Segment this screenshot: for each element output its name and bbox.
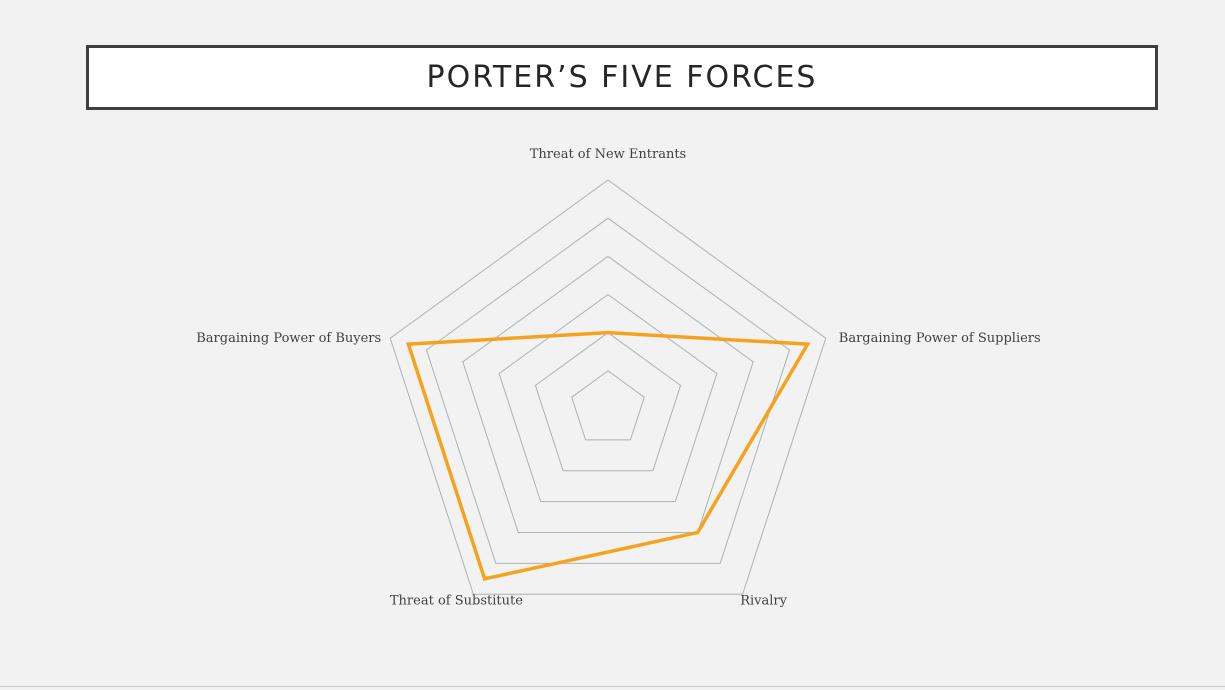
grid-ring [571,370,645,441]
grid-ring [389,179,827,595]
axis-label: Threat of New Entrants [530,147,686,162]
grid-ring [498,293,718,503]
axis-label: Bargaining Power of Buyers [196,331,381,346]
series-line [405,330,811,581]
title-box: PORTER’S FIVE FORCES [86,45,1158,110]
axis-label: Bargaining Power of Suppliers [839,331,1041,346]
bottom-divider [0,686,1225,687]
axis-label: Rivalry [740,593,787,608]
grid-ring [534,332,682,472]
page-title: PORTER’S FIVE FORCES [426,60,818,95]
radar-grid [389,179,827,595]
axis-label: Threat of Substitute [390,593,523,608]
grid-ring [462,255,754,534]
radar-series [405,330,811,581]
axis-labels: Threat of New Entrants Bargaining Power o… [196,147,1040,608]
grid-ring [425,217,791,564]
